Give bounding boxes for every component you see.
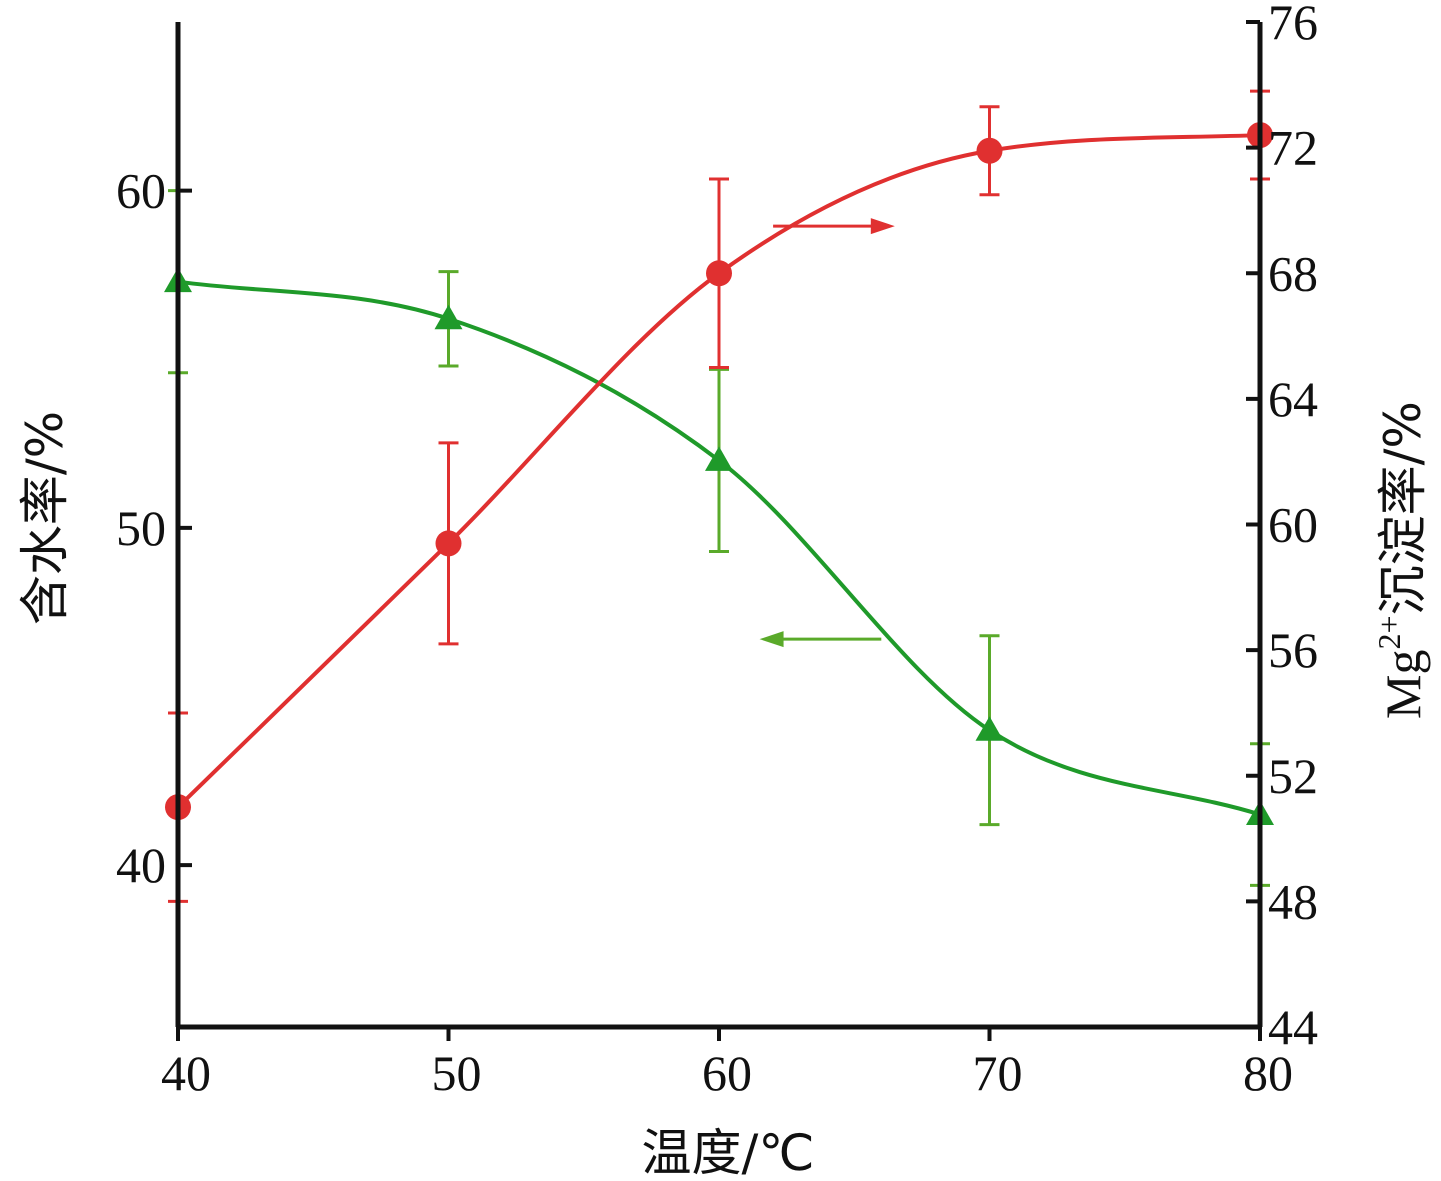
mg-precipitation-point (976, 137, 1003, 164)
mg-precipitation-line (176, 133, 1261, 809)
right-tick-label-48: 48 (1268, 873, 1318, 929)
right-tick-label-56: 56 (1268, 622, 1318, 678)
mg-precipitation-point (435, 530, 462, 557)
water-content-point (434, 304, 463, 330)
left-axis-arrowhead (759, 631, 784, 648)
x-tick-label-60: 60 (702, 1045, 752, 1101)
right-tick-label-60: 60 (1268, 497, 1318, 553)
right-tick-label-72: 72 (1268, 120, 1318, 176)
left-tick-label-50: 50 (116, 500, 166, 556)
right-axis-title-rest: 沉淀率/% (1374, 401, 1432, 615)
water-content-point (975, 716, 1004, 741)
x-tick-label-50: 50 (432, 1045, 482, 1101)
right-tick-label-44: 44 (1268, 999, 1318, 1055)
right-axis-title-sup: 2+ (1371, 615, 1407, 649)
x-tick-label-70: 70 (973, 1045, 1023, 1101)
x-axis-title: 温度/℃ (642, 1124, 815, 1181)
left-tick-label-40: 40 (116, 837, 166, 893)
ticks: 40 50 60 70 80 40 50 60 44 48 52 56 60 64 68 72 76 (116, 0, 1318, 1101)
water-content-point (705, 446, 733, 471)
x-tick-label-80: 80 (1243, 1045, 1293, 1101)
right-tick-label-68: 68 (1268, 245, 1318, 301)
right-axis-title: Mg2+沉淀率/% (1371, 401, 1432, 719)
right-axis-title-base: Mg (1375, 649, 1431, 718)
left-axis-title: 含水率/% (16, 411, 74, 625)
plot-area (164, 89, 1274, 903)
right-tick-label-52: 52 (1268, 748, 1318, 804)
right-axis-arrowhead (870, 218, 895, 235)
left-tick-label-60: 60 (116, 163, 166, 219)
mg-precipitation-point (706, 260, 732, 287)
x-tick-label-40: 40 (161, 1045, 211, 1101)
right-tick-label-64: 64 (1268, 371, 1318, 427)
right-tick-label-76: 76 (1268, 0, 1318, 50)
